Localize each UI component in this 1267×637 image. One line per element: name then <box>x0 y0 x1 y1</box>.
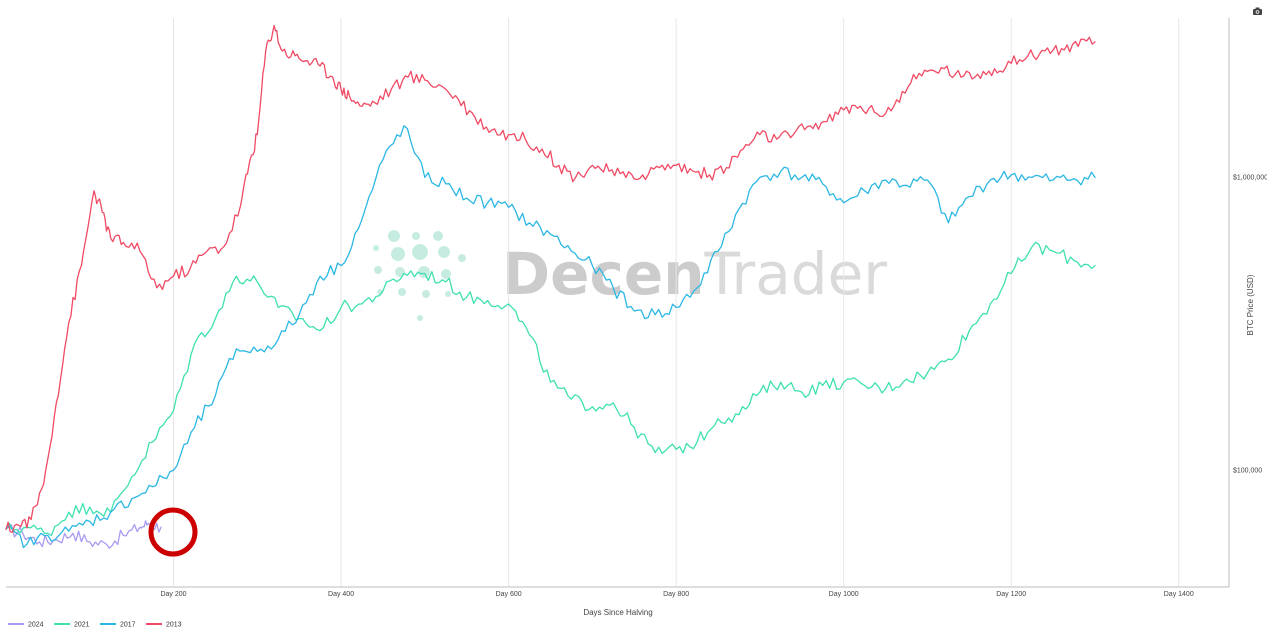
series-line-2021 <box>5 241 1096 537</box>
watermark-text: DecenTrader <box>502 240 887 308</box>
camera-icon[interactable] <box>1253 7 1262 16</box>
y-tick-label: $100,000 <box>1233 467 1262 474</box>
x-tick-label: Day 400 <box>328 591 354 598</box>
x-tick-label: Day 1000 <box>829 591 859 598</box>
y-tick-label: $1,000,000 <box>1233 174 1267 181</box>
legend-label: 2013 <box>166 622 182 629</box>
legend[interactable]: 2024 2021 2017 2013 <box>8 622 182 629</box>
series-line-2017 <box>5 125 1096 549</box>
series-group <box>5 24 1096 549</box>
legend-label: 2021 <box>74 622 90 629</box>
legend-label: 2017 <box>120 622 136 629</box>
watermark-brand-part2: Trader <box>704 240 888 308</box>
legend-item-2017[interactable]: 2017 <box>100 622 136 629</box>
series-line-2013 <box>5 24 1096 533</box>
y-axis-title: BTC Price (USD) <box>1246 274 1255 335</box>
x-axis-title: Days Since Halving <box>583 608 652 617</box>
x-tick-label: Day 800 <box>663 591 689 598</box>
vertical-grid <box>173 18 1180 587</box>
dot-grid-logo-icon <box>373 230 466 321</box>
legend-item-2021[interactable]: 2021 <box>54 622 90 629</box>
legend-label: 2024 <box>28 622 44 629</box>
legend-item-2013[interactable]: 2013 <box>146 622 182 629</box>
watermark: DecenTrader <box>373 230 887 321</box>
highlight-circle <box>148 507 198 557</box>
x-tick-label: Day 1400 <box>1164 591 1194 598</box>
x-tick-label: Day 1200 <box>996 591 1026 598</box>
x-axis-ticks: Day 200 Day 400 Day 600 Day 800 Day 1000 Day … <box>160 591 1193 598</box>
legend-item-2024[interactable]: 2024 <box>8 622 44 629</box>
x-tick-label: Day 600 <box>496 591 522 598</box>
y-axis-ticks: $100,000 $1,000,000 <box>1233 174 1267 474</box>
series-line-2024 <box>5 520 162 549</box>
axes <box>6 18 1230 588</box>
x-tick-label: Day 200 <box>160 591 186 598</box>
